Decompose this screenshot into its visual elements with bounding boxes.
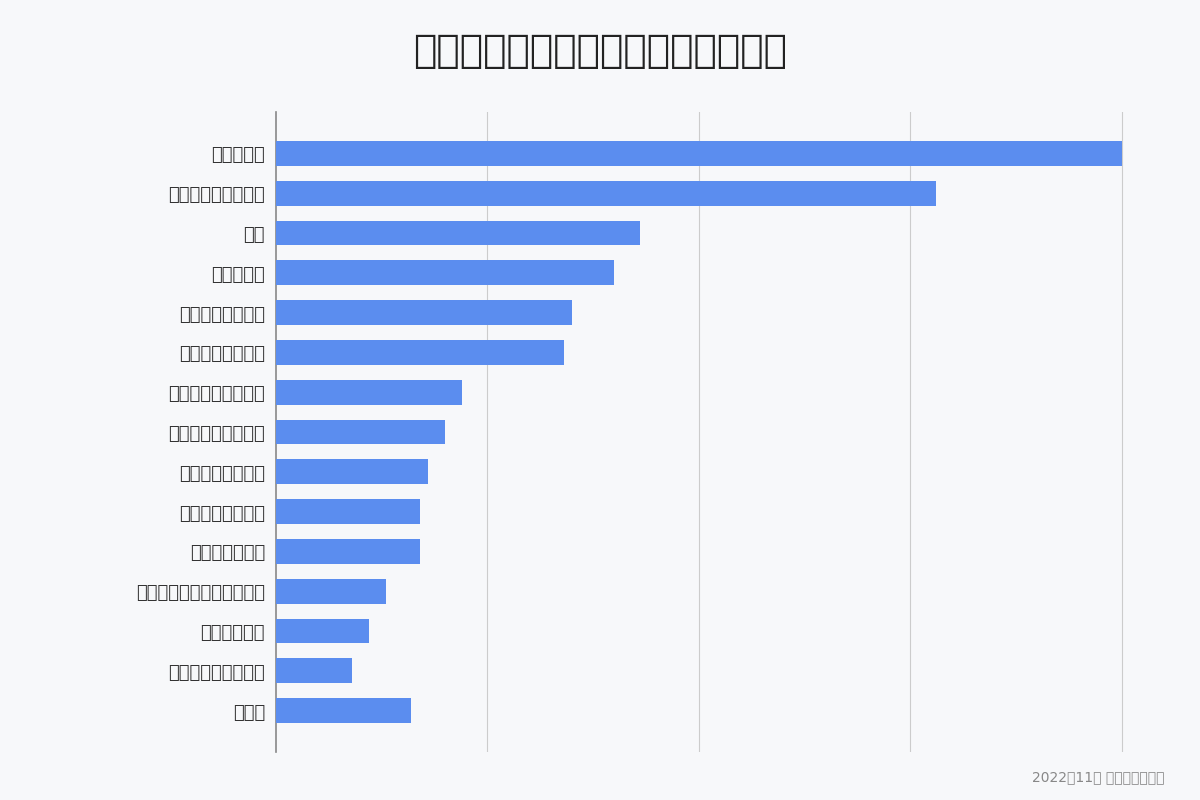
Bar — [276, 579, 386, 603]
Bar — [276, 618, 370, 643]
Bar — [276, 340, 564, 365]
Bar — [276, 221, 640, 246]
Bar — [276, 380, 462, 405]
Bar — [276, 300, 572, 325]
Bar — [276, 141, 1122, 166]
Text: 賃貸住宅での生活の不満ランキング: 賃貸住宅での生活の不満ランキング — [413, 32, 787, 70]
Bar — [276, 261, 614, 285]
Bar — [276, 499, 420, 524]
Bar — [276, 420, 445, 444]
Bar — [276, 181, 936, 206]
Bar — [276, 658, 352, 683]
Bar — [276, 459, 428, 484]
Bar — [276, 698, 412, 723]
Bar — [276, 539, 420, 564]
Text: 2022年11月 ゼロリノベ調べ: 2022年11月 ゼロリノベ調べ — [1032, 770, 1164, 784]
